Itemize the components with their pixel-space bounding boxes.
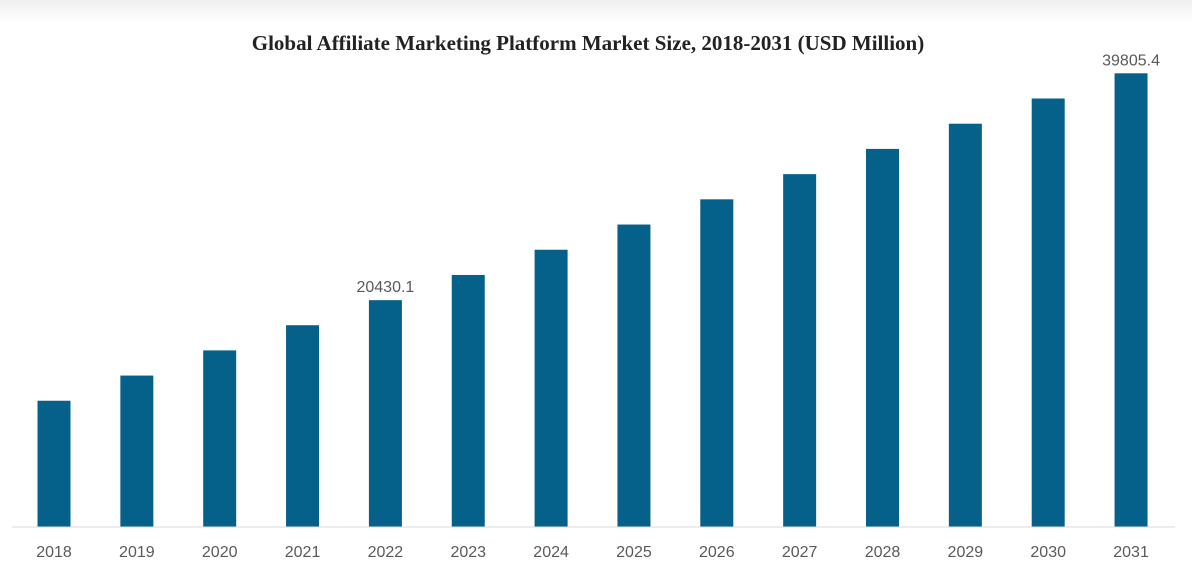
bar-2020	[203, 350, 237, 527]
x-tick-label-2026: 2026	[699, 544, 735, 561]
x-tick-label-2031: 2031	[1113, 544, 1149, 561]
data-label-2022: 20430.1	[356, 279, 414, 296]
x-tick-label-2025: 2025	[616, 544, 652, 561]
x-tick-label-2023: 2023	[450, 544, 486, 561]
chart-title: Global Affiliate Marketing Platform Mark…	[251, 31, 925, 55]
x-tick-label-2024: 2024	[533, 544, 569, 561]
x-tick-label-2019: 2019	[119, 544, 155, 561]
bar-2028	[866, 148, 899, 527]
bar-2025	[617, 224, 651, 527]
x-tick-label-2028: 2028	[865, 544, 901, 561]
bar-2018	[37, 400, 71, 527]
bar-2021	[286, 325, 320, 527]
bar-2029	[948, 123, 982, 527]
x-tick-label-2027: 2027	[782, 544, 818, 561]
bar-2026	[700, 199, 734, 527]
bar-2019	[120, 375, 154, 527]
top-band	[0, 0, 1192, 22]
bar-2031	[1114, 73, 1148, 527]
x-tick-label-2022: 2022	[368, 544, 404, 561]
data-label-2031: 39805.4	[1102, 52, 1160, 69]
bar-2022	[368, 300, 402, 527]
bar-2024	[534, 249, 568, 527]
x-tick-label-2021: 2021	[285, 544, 321, 561]
x-tick-label-2018: 2018	[36, 544, 72, 561]
x-tick-label-2030: 2030	[1030, 544, 1066, 561]
x-tick-label-2020: 2020	[202, 544, 238, 561]
x-tick-label-2029: 2029	[948, 544, 984, 561]
bar-2023	[451, 274, 485, 527]
bar-2030	[1031, 98, 1065, 527]
bar-2027	[783, 174, 817, 527]
